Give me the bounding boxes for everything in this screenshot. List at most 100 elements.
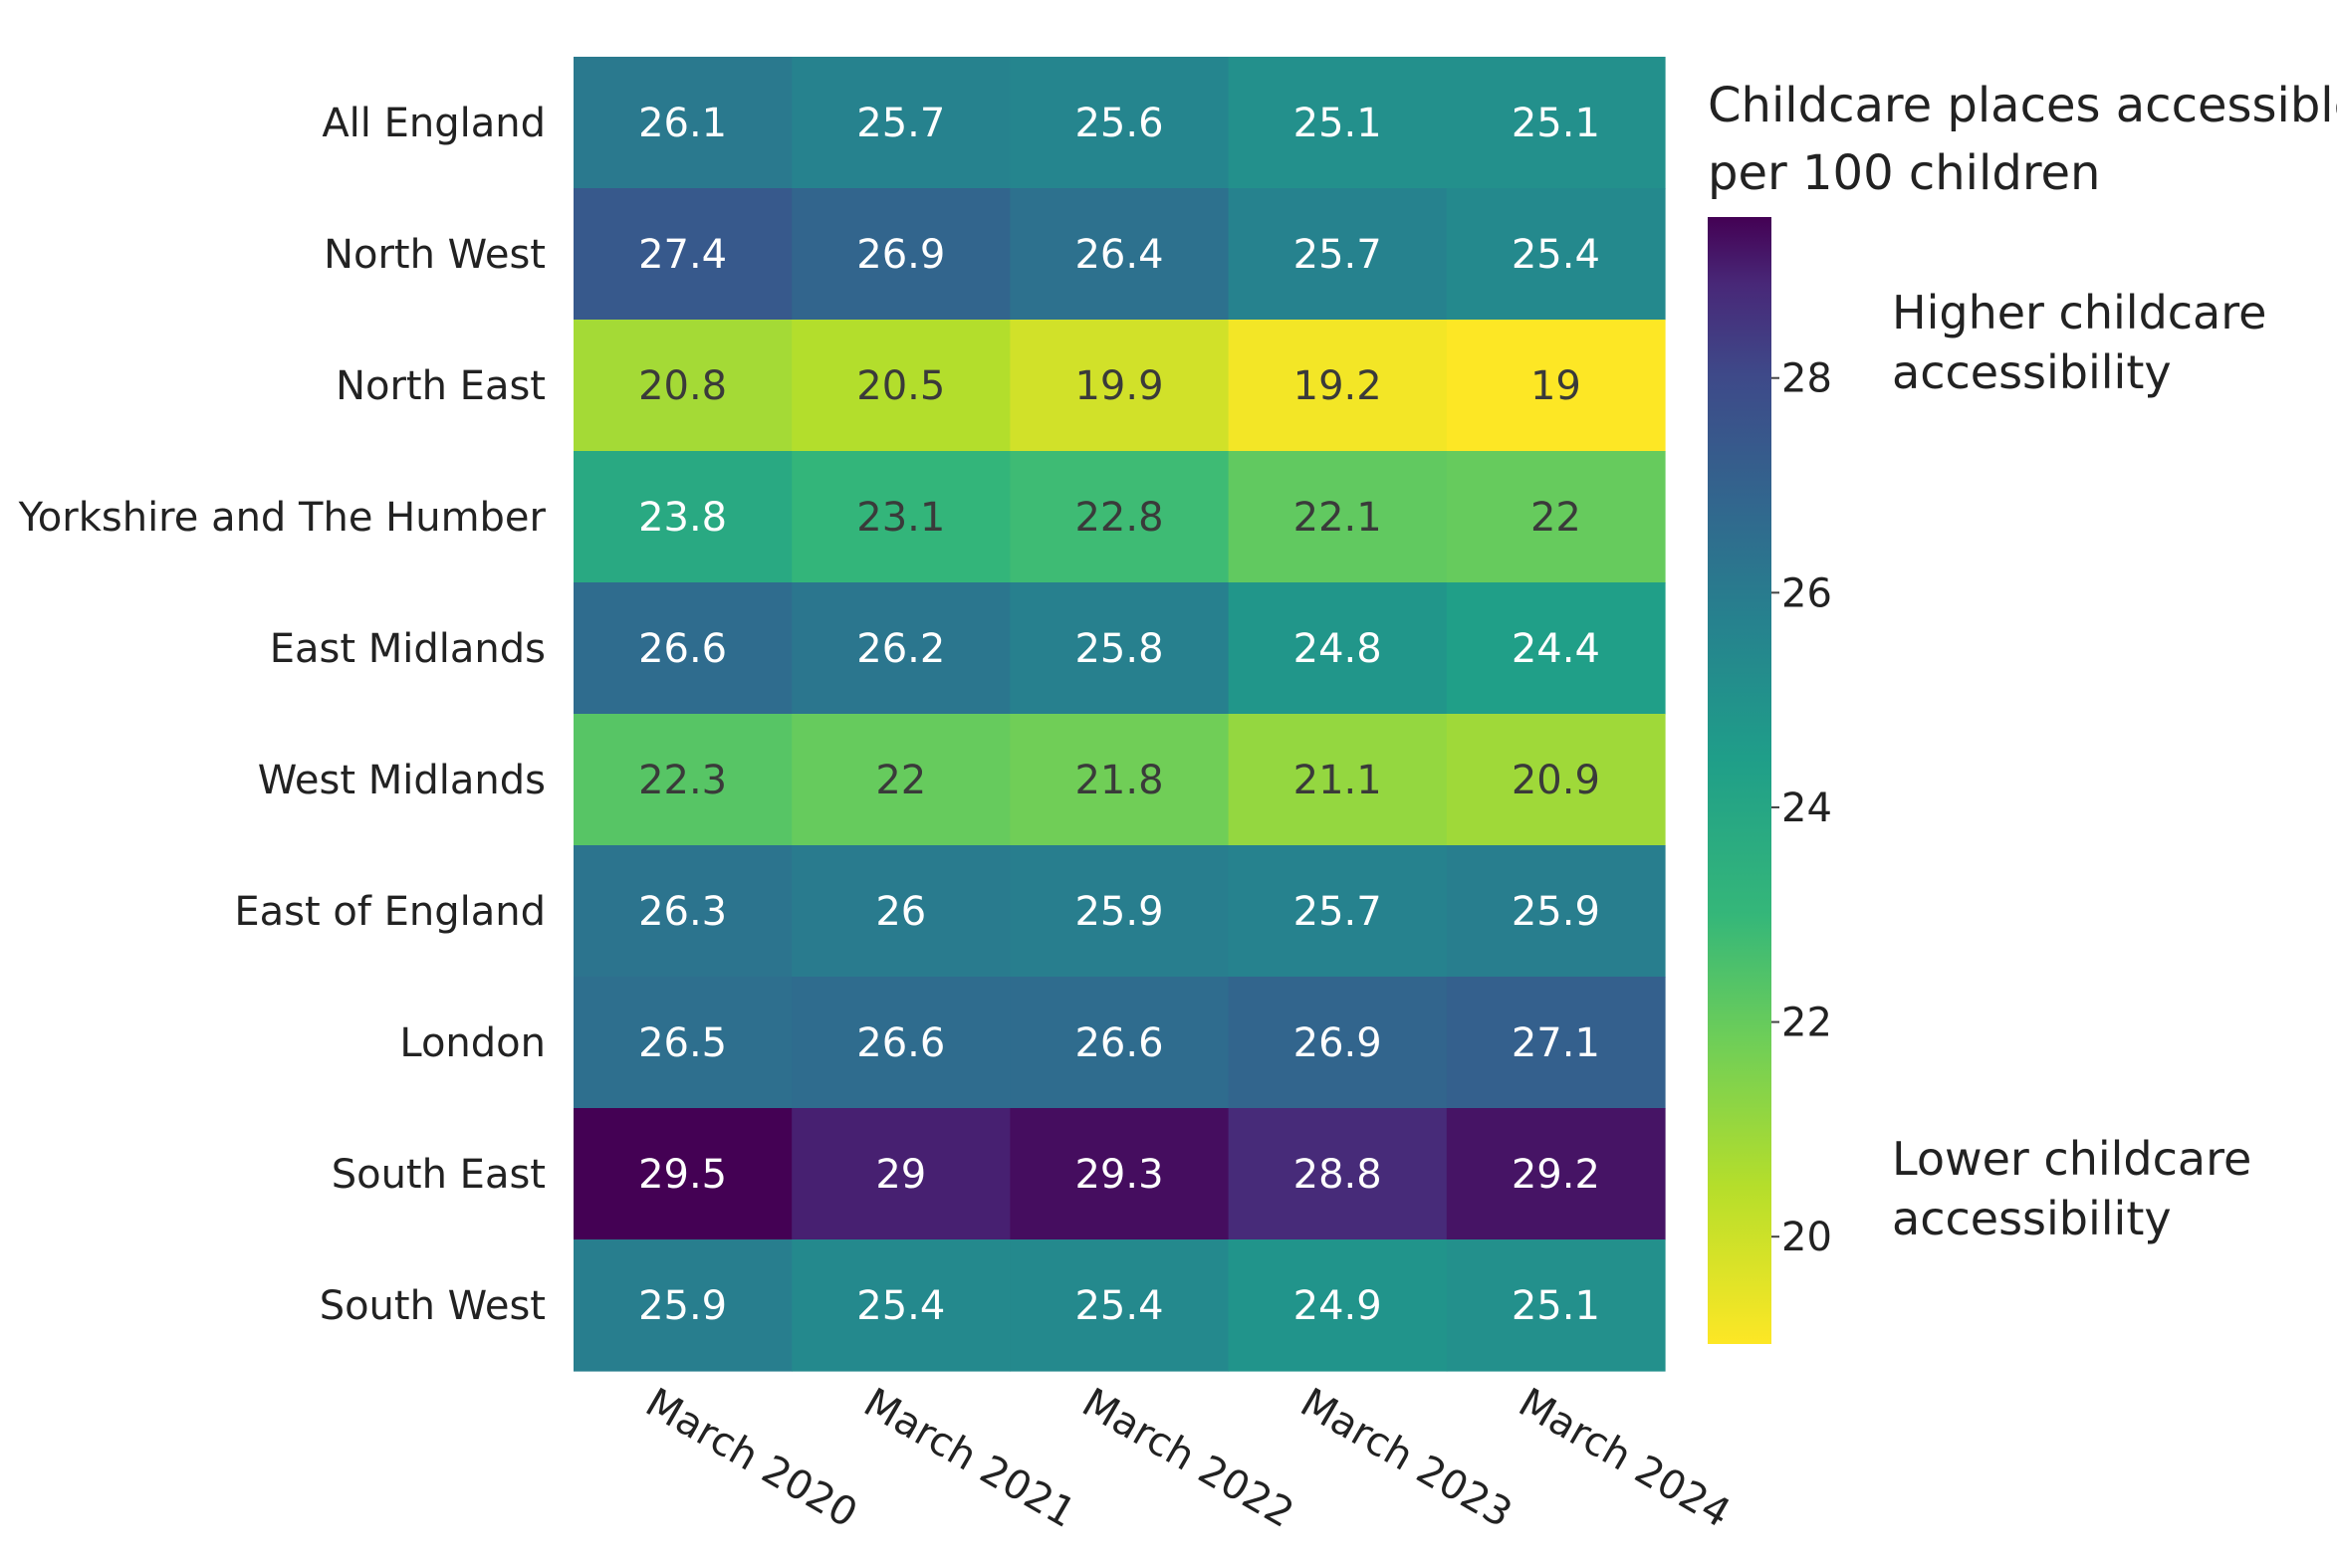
heatmap-cell: [1446, 57, 1666, 189]
heatmap-cell: [1446, 845, 1666, 978]
heatmap-cell: [1446, 714, 1666, 846]
cell-value-label: 26.4: [1074, 232, 1163, 278]
heatmap-cell: [1228, 714, 1448, 846]
cell-value-label: 22.3: [638, 758, 727, 803]
heatmap-cell: [1010, 188, 1230, 321]
heatmap-cell: [574, 451, 793, 583]
cell-value-label: 26.5: [638, 1020, 727, 1066]
column-label: March 2022: [1074, 1380, 1301, 1537]
heatmap-cell: [1446, 451, 1666, 583]
heatmap-cell: [792, 57, 1011, 189]
cell-value-label: 25.4: [1074, 1283, 1163, 1329]
heatmap-cells: 26.1 25.7 25.6 25.1 25.1 27.4 26.9 26.4 25.7 25.4…: [574, 57, 1666, 1372]
cell-value-label: 24.8: [1293, 626, 1382, 672]
cell-value-label: 19.2: [1293, 363, 1382, 409]
heatmap-cell: [1010, 977, 1230, 1109]
cell-value-label: 22.1: [1293, 495, 1382, 541]
heatmap-cell: [792, 1108, 1011, 1240]
heatmap-cell: [1446, 1239, 1666, 1372]
low-accessibility-note: accessibility: [1892, 1192, 2172, 1245]
colorbar-tick-label: 20: [1781, 1215, 1832, 1260]
cell-value-label: 21.1: [1293, 758, 1382, 803]
cell-value-label: 26.6: [856, 1020, 945, 1066]
cell-value-label: 20.9: [1512, 758, 1600, 803]
cell-value-label: 26.9: [856, 232, 945, 278]
heatmap-cell: [574, 188, 793, 321]
colorbar-tick-label: 24: [1781, 785, 1832, 831]
heatmap-cell: [574, 1108, 793, 1240]
cell-value-label: 25.9: [1512, 889, 1600, 935]
heatmap-cell: [792, 188, 1011, 321]
row-label: West Midlands: [258, 758, 546, 803]
colorbar-tick-label: 26: [1781, 570, 1832, 616]
cell-value-label: 19.9: [1074, 363, 1163, 409]
cell-value-label: 26: [875, 889, 926, 935]
heatmap-cell: [792, 977, 1011, 1109]
cell-value-label: 26.2: [856, 626, 945, 672]
cell-value-label: 27.4: [638, 232, 727, 278]
row-label: Yorkshire and The Humber: [18, 495, 547, 541]
heatmap-cell: [574, 57, 793, 189]
cell-value-label: 29.5: [638, 1152, 727, 1198]
cell-value-label: 26.1: [638, 101, 727, 146]
column-label: March 2021: [856, 1380, 1083, 1537]
cell-value-label: 22: [1530, 495, 1581, 541]
heatmap-cell: [792, 582, 1011, 715]
cell-value-label: 25.1: [1293, 101, 1382, 146]
row-label: South East: [332, 1152, 546, 1198]
heatmap-cell: [1228, 977, 1448, 1109]
heatmap-cell: [792, 1239, 1011, 1372]
cell-value-label: 29.2: [1512, 1152, 1600, 1198]
cell-value-label: 25.6: [1074, 101, 1163, 146]
heatmap-cell: [1010, 714, 1230, 846]
row-labels: All England North West North East Yorkshire…: [18, 101, 547, 1329]
cell-value-label: 25.4: [1512, 232, 1600, 278]
heatmap-cell: [1228, 57, 1448, 189]
cell-value-label: 24.4: [1512, 626, 1600, 672]
heatmap-cell: [1228, 320, 1448, 452]
cell-value-label: 28.8: [1293, 1152, 1382, 1198]
cell-value-label: 26.6: [638, 626, 727, 672]
high-accessibility-note: accessibility: [1892, 345, 2172, 399]
row-label: London: [399, 1020, 546, 1066]
heatmap-cell: [1446, 582, 1666, 715]
heatmap-cell: [1228, 451, 1448, 583]
cell-value-label: 26.6: [1074, 1020, 1163, 1066]
heatmap-cell: [574, 714, 793, 846]
heatmap-cell: [574, 845, 793, 978]
cell-value-label: 25.9: [638, 1283, 727, 1329]
cell-value-label: 25.7: [1293, 889, 1382, 935]
heatmap-cell: [1228, 188, 1448, 321]
heatmap-cell: [1446, 188, 1666, 321]
heatmap-cell: [1010, 1108, 1230, 1240]
heatmap-cell: [574, 1239, 793, 1372]
heatmap-cell: [1010, 1239, 1230, 1372]
heatmap-cell: [1010, 320, 1230, 452]
cell-value-label: 23.1: [856, 495, 945, 541]
heatmap-cell: [1010, 845, 1230, 978]
colorbar-title: Childcare places accessible: [1708, 78, 2337, 133]
row-label: East Midlands: [270, 626, 546, 672]
heatmap-cell: [574, 977, 793, 1109]
colorbar-title: per 100 children: [1708, 145, 2100, 201]
heatmap-cell: [792, 714, 1011, 846]
row-label: North West: [324, 232, 546, 278]
heatmap-cell: [1228, 1108, 1448, 1240]
cell-value-label: 23.8: [638, 495, 727, 541]
heatmap-cell: [1446, 320, 1666, 452]
colorbar-legend: Childcare places accessible per 100 child…: [1708, 78, 2337, 1344]
heatmap-cell: [1010, 57, 1230, 189]
cell-value-label: 29: [875, 1152, 926, 1198]
colorbar-gradient: [1708, 217, 1771, 1344]
cell-value-label: 22: [875, 758, 926, 803]
row-label: All England: [322, 101, 546, 146]
cell-value-label: 20.8: [638, 363, 727, 409]
cell-value-label: 26.3: [638, 889, 727, 935]
cell-value-label: 25.1: [1512, 101, 1600, 146]
column-label: March 2023: [1292, 1380, 1519, 1537]
cell-value-label: 25.1: [1512, 1283, 1600, 1329]
cell-value-label: 22.8: [1074, 495, 1163, 541]
